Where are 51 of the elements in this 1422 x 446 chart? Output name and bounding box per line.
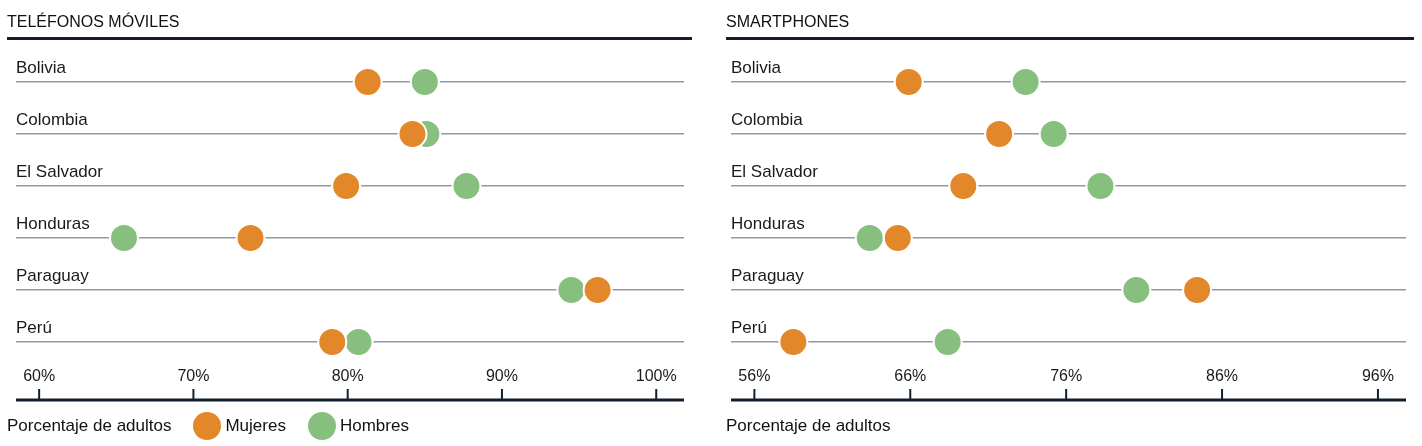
chart-title: TELÉFONOS MÓVILES [7,0,692,40]
point [882,223,913,253]
x-tick-label: 70% [177,367,210,385]
x-axis-title: Porcentaje de adultos [7,416,172,436]
point [235,223,266,253]
x-tick-label: 96% [1361,367,1394,385]
x-tick-label: 100% [635,367,677,385]
chart-title: SMARTPHONES [726,0,1414,40]
x-axis-title: Porcentaje de adultos [726,416,891,436]
point [1121,275,1152,305]
y-tick-label: Bolivia [731,58,782,78]
x-tick-label: 66% [894,367,927,385]
legend-label: Mujeres [225,416,286,436]
y-tick-label: Colombia [16,110,89,130]
x-tick-label: 80% [331,367,364,385]
point [556,275,587,305]
y-tick-label: Paraguay [731,266,805,286]
point [451,171,482,201]
x-tick-label: 56% [738,367,771,385]
y-tick-label: Paraguay [16,266,90,286]
point [948,171,979,201]
point [1182,275,1213,305]
point [1085,171,1116,201]
y-tick-label: El Salvador [16,162,104,182]
x-tick-label: 76% [1050,367,1083,385]
point [893,67,924,97]
point [984,119,1015,149]
y-tick-label: Bolivia [16,58,67,78]
x-tick-label: 86% [1206,367,1239,385]
point [854,223,885,253]
y-tick-label: El Salvador [731,162,819,182]
point [343,327,374,357]
point [397,119,428,149]
point [409,67,440,97]
x-tick-label: 90% [485,367,518,385]
y-tick-label: Perú [731,318,767,338]
point [317,327,348,357]
x-tick-label: 60% [23,367,56,385]
legend-label: Hombres [339,416,409,436]
y-tick-label: Honduras [731,214,805,234]
y-tick-label: Colombia [731,110,804,130]
point [1038,119,1069,149]
point [1010,67,1041,97]
point [331,171,362,201]
y-tick-label: Honduras [16,214,90,234]
point [778,327,809,357]
point [932,327,963,357]
point [352,67,383,97]
y-tick-label: Perú [16,318,52,338]
point [108,223,139,253]
point [582,275,613,305]
